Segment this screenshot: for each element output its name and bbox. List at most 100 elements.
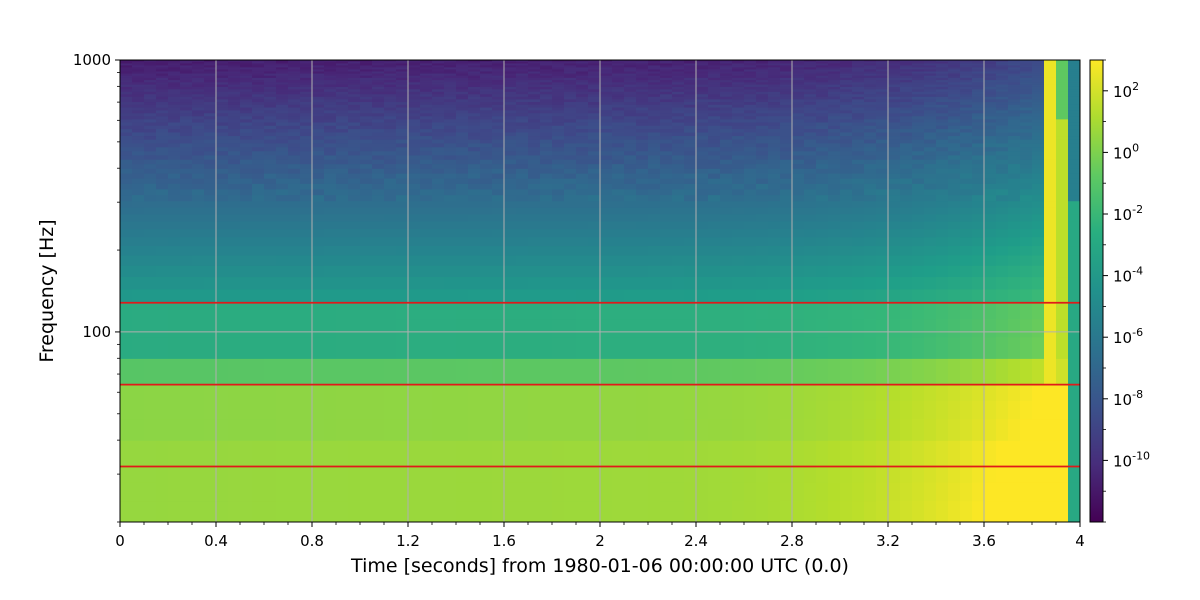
heatmap-cell bbox=[300, 318, 313, 338]
heatmap-cell bbox=[576, 288, 589, 304]
heatmap-cell bbox=[984, 159, 997, 165]
heatmap-cell bbox=[120, 245, 133, 256]
heatmap-cell bbox=[252, 245, 265, 256]
heatmap-cell bbox=[192, 106, 205, 111]
heatmap-cell bbox=[444, 384, 457, 401]
heatmap-cell bbox=[600, 168, 613, 174]
heatmap-cell bbox=[648, 163, 661, 169]
heatmap-cell bbox=[924, 418, 937, 441]
heatmap-cell bbox=[696, 150, 709, 156]
heatmap-cell bbox=[564, 115, 577, 120]
heatmap-cell bbox=[960, 84, 973, 87]
heatmap-cell bbox=[696, 91, 709, 95]
heatmap-cell bbox=[312, 418, 325, 441]
heatmap-cell bbox=[636, 265, 649, 278]
heatmap-cell bbox=[696, 81, 709, 85]
heatmap-cell bbox=[480, 220, 493, 230]
heatmap-cell bbox=[672, 68, 685, 72]
heatmap-cell bbox=[816, 358, 829, 386]
heatmap-cell bbox=[276, 60, 289, 62]
heatmap-cell bbox=[936, 112, 949, 117]
heatmap-cell bbox=[504, 139, 517, 144]
heatmap-cell bbox=[408, 91, 421, 95]
heatmap-cell bbox=[408, 500, 421, 522]
heatmap-cell bbox=[744, 418, 757, 441]
heatmap-cell bbox=[612, 194, 625, 202]
heatmap-cell bbox=[372, 384, 385, 401]
heatmap-cell bbox=[756, 418, 769, 441]
heatmap-cell bbox=[120, 302, 133, 320]
heatmap-cell bbox=[588, 276, 601, 290]
heatmap-cell bbox=[288, 62, 301, 66]
heatmap-cell bbox=[168, 194, 181, 202]
heatmap-cell bbox=[600, 104, 613, 108]
heatmap-cell bbox=[816, 72, 829, 76]
heatmap-cell bbox=[924, 88, 937, 92]
heatmap-cell bbox=[972, 98, 985, 103]
heatmap-cell bbox=[144, 358, 157, 386]
heatmap-cell bbox=[972, 93, 985, 97]
heatmap-cell bbox=[936, 86, 949, 90]
heatmap-cell bbox=[576, 84, 589, 87]
heatmap-cell bbox=[708, 68, 721, 72]
heatmap-cell bbox=[768, 77, 781, 81]
heatmap-cell bbox=[1008, 254, 1021, 266]
heatmap-cell bbox=[444, 288, 457, 304]
heatmap-cell bbox=[900, 245, 913, 256]
heatmap-cell bbox=[684, 207, 697, 215]
heatmap-cell bbox=[396, 245, 409, 256]
heatmap-cell bbox=[792, 168, 805, 174]
heatmap-cell bbox=[420, 183, 433, 190]
heatmap-cell bbox=[120, 64, 133, 68]
heatmap-cell bbox=[1008, 276, 1021, 290]
heatmap-cell bbox=[1008, 142, 1021, 148]
heatmap-cell bbox=[276, 154, 289, 160]
heatmap-cell bbox=[540, 121, 553, 126]
heatmap-cell bbox=[612, 109, 625, 114]
heatmap-cell bbox=[252, 64, 265, 68]
heatmap-cell bbox=[1008, 88, 1021, 92]
heatmap-cell bbox=[168, 66, 181, 70]
heatmap-cell bbox=[876, 146, 889, 152]
heatmap-cell bbox=[264, 228, 277, 238]
heatmap-cell bbox=[516, 106, 529, 111]
heatmap-cell bbox=[612, 302, 625, 320]
heatmap-cell bbox=[984, 178, 997, 184]
heatmap-cell bbox=[576, 173, 589, 179]
heatmap-cell bbox=[684, 245, 697, 256]
heatmap-cell bbox=[252, 188, 265, 196]
heatmap-cell bbox=[960, 75, 973, 78]
heatmap-cell bbox=[348, 159, 361, 165]
heatmap-cell bbox=[828, 254, 841, 266]
heatmap-cell bbox=[924, 98, 937, 103]
heatmap-cell bbox=[504, 358, 517, 386]
heatmap-cell bbox=[756, 96, 769, 100]
heatmap-cell bbox=[240, 194, 253, 202]
heatmap-cell bbox=[132, 302, 145, 320]
heatmap-cell bbox=[132, 125, 145, 130]
heatmap-cell bbox=[420, 135, 433, 140]
heatmap-cell bbox=[888, 236, 901, 247]
heatmap-cell bbox=[624, 500, 637, 522]
heatmap-cell bbox=[588, 228, 601, 238]
heatmap-cell bbox=[504, 245, 517, 256]
heatmap-cell bbox=[276, 135, 289, 140]
heatmap-cell bbox=[180, 265, 193, 278]
heatmap-cell bbox=[900, 173, 913, 179]
heatmap-cell bbox=[780, 163, 793, 169]
heatmap-cell bbox=[648, 131, 661, 137]
heatmap-cell bbox=[936, 178, 949, 184]
heatmap-cell bbox=[468, 288, 481, 304]
heatmap-cell bbox=[528, 159, 541, 165]
heatmap-cell bbox=[360, 60, 373, 64]
heatmap-cell bbox=[588, 68, 601, 72]
heatmap-cell bbox=[1008, 101, 1021, 105]
heatmap-cell bbox=[768, 213, 781, 222]
heatmap-cell bbox=[660, 163, 673, 169]
heatmap-cell bbox=[852, 115, 865, 120]
heatmap-cell bbox=[144, 173, 157, 179]
heatmap-cell bbox=[960, 60, 973, 62]
heatmap-cell bbox=[792, 213, 805, 222]
heatmap-cell bbox=[792, 236, 805, 247]
heatmap-cell bbox=[396, 60, 409, 62]
